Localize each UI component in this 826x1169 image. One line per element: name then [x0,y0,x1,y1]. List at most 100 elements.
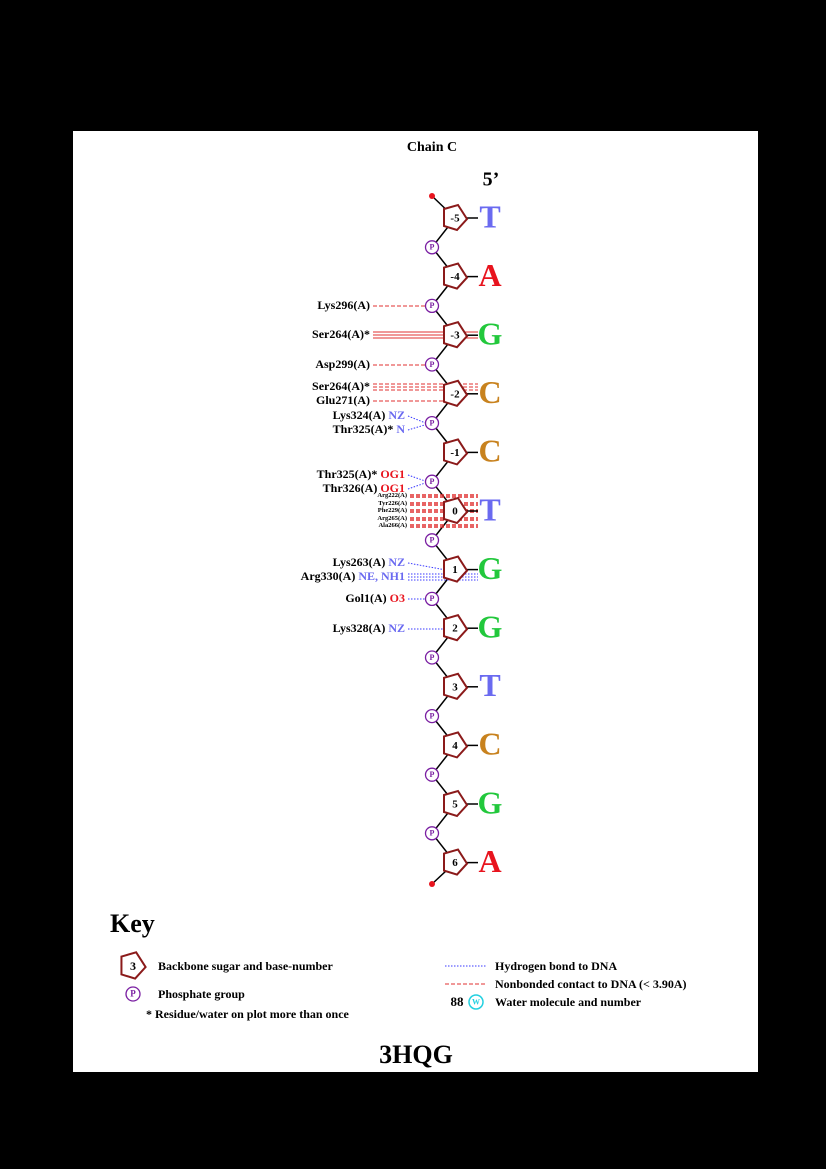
sugar [443,496,469,525]
key-phosphate [125,986,141,1002]
key-title: Key [110,909,155,938]
contact-line [407,474,429,483]
phosphate [424,415,440,431]
phosphate-label: P [430,301,435,310]
phosphate [424,357,440,372]
key-sugar [120,951,147,980]
phosphate [424,591,440,607]
phosphate-label: P [430,243,435,252]
sugar [443,203,469,232]
residue-name: Arg222(A) [377,492,407,499]
key-text: Backbone sugar and base-number [158,959,333,973]
contact-label: Ser264(A)* [312,327,370,341]
contact-label: Ser264(A)* [312,379,370,393]
contact-label: Phe229(A) [378,507,407,514]
base-letter: A [478,843,501,879]
base-number: -5 [450,213,460,225]
residue-name: Ser264(A)* [312,327,370,341]
footer: 3HQG [379,1040,453,1069]
residue-name: Lys263(A) [333,555,386,569]
atom-name: OG1 [380,467,405,481]
base-letter: G [478,609,503,645]
residue-name: Thr326(A) [323,481,378,495]
contact-label: Lys296(A) [317,298,370,312]
contact-label: Lys263(A) NZ [333,555,405,569]
sugar [443,379,469,407]
residue-name: Glu271(A) [316,393,370,407]
phosphate-label: P [430,653,435,662]
residue-name: Lys324(A) [333,408,386,422]
base-letter: G [478,316,503,352]
end-label: 5’ [483,169,500,191]
base-letter: A [478,257,501,293]
residue-name: Thr325(A)* [333,422,394,436]
phosphate [424,298,440,314]
sugar [443,614,469,642]
contact-line [407,481,429,490]
residue-name: Gol1(A) [345,591,386,605]
residue-name: Ser264(A)* [312,379,370,393]
contact-label: Glu271(A) [316,393,370,407]
base-letter: T [479,491,500,527]
base-number: -3 [450,330,460,342]
phosphate-label: P [430,770,435,779]
base-number: 3 [452,681,458,693]
base-number: 0 [452,506,458,518]
contact-line [407,415,429,425]
contact-label: Arg222(A) [377,492,407,499]
panel [73,131,758,1072]
atom-name: NZ [388,555,405,569]
phosphate [424,767,440,782]
base-letter: T [479,198,500,234]
key-text: Nonbonded contact to DNA (< 3.90A) [495,977,687,991]
base-number: 6 [452,857,458,869]
atom-name: N [396,422,405,436]
phosphate [424,240,440,255]
sugar [443,555,469,583]
base-number: -2 [450,388,460,400]
phosphate-label: P [430,594,435,603]
sugar [443,321,469,349]
contact-label: Lys328(A) NZ [333,621,405,635]
contact-label: Arg330(A) NE, NH1 [301,569,405,583]
contact-line [407,562,447,571]
key-water-number: 88 [451,994,465,1009]
key-water-symbol: W [472,997,480,1006]
key-text: Phosphate group [158,987,245,1001]
key-text: * Residue/water on plot more than once [146,1007,350,1021]
atom-name: NZ [388,408,405,422]
phosphate-label: P [430,477,435,486]
phosphate-label: P [430,360,435,369]
base-number: -4 [450,271,460,283]
phosphate [424,650,440,665]
contact-label: Tyr226(A) [378,500,407,507]
terminus [429,881,435,887]
sugar [443,438,469,466]
residue-name: Lys296(A) [317,298,370,312]
sugar [443,848,469,876]
residue-name: Tyr226(A) [378,500,407,507]
residue-name: Ala266(A) [378,522,407,529]
key-text: Hydrogen bond to DNA [495,959,617,973]
phosphate-label: P [430,711,435,720]
base-letter: C [478,433,501,469]
base-number: 1 [452,564,458,576]
contact-label: Gol1(A) O3 [345,591,405,605]
residue-name: Thr325(A)* [317,467,378,481]
base-letter: C [478,726,501,762]
key-phosphate-label: P [130,989,136,999]
base-number: 5 [452,799,458,811]
key-text: Water molecule and number [495,995,642,1009]
base-letter: T [479,667,500,703]
base-letter: G [478,784,503,820]
key-sugar-number: 3 [130,959,136,973]
atom-name: NZ [388,621,405,635]
base-number: -1 [450,447,459,459]
sugar [443,789,469,818]
phosphate-label: P [430,536,435,545]
contact-label: Ala266(A) [378,522,407,529]
residue-name: Arg265(A) [377,515,407,522]
residue-name: Lys328(A) [333,621,386,635]
residue-name: Asp299(A) [315,357,370,371]
